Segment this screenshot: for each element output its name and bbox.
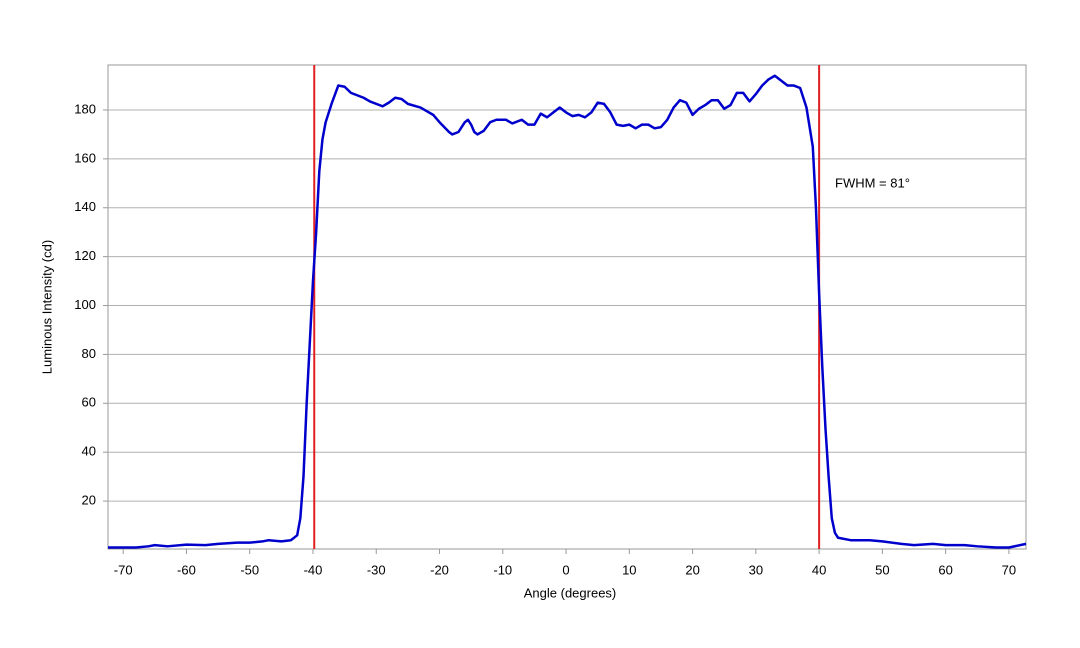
x-tick-label: 20 [685, 562, 699, 577]
x-tick-label: -70 [114, 562, 133, 577]
x-tick-label: -40 [304, 562, 323, 577]
data-line [108, 74, 1027, 549]
y-tick-label: 160 [74, 150, 96, 165]
annotation: FWHM = 81° [835, 175, 910, 190]
x-tick-label: 40 [812, 562, 826, 577]
y-tick-label: 20 [82, 493, 96, 508]
x-axis-title: Angle (degrees) [524, 585, 617, 600]
x-tick-label: 0 [562, 562, 569, 577]
y-tick-label: 60 [82, 395, 96, 410]
x-tick-label: -60 [177, 562, 196, 577]
x-tick-label: -50 [240, 562, 259, 577]
y-tick-label: 120 [74, 248, 96, 263]
x-tick-label: 50 [875, 562, 889, 577]
y-tick-label: 100 [74, 297, 96, 312]
x-tick-label: 60 [938, 562, 952, 577]
x-tick-label: 70 [1002, 562, 1016, 577]
x-tick-label: 30 [749, 562, 763, 577]
y-tick-label: 40 [82, 444, 96, 459]
x-tick-label: -30 [367, 562, 386, 577]
plot-area [107, 64, 1027, 550]
x-tick-label: -20 [430, 562, 449, 577]
x-tick-label: -10 [493, 562, 512, 577]
y-axis-title: Luminous Intensity (cd) [39, 240, 54, 374]
y-tick-label: 80 [82, 346, 96, 361]
y-tick-label: 180 [74, 101, 96, 116]
y-tick-label: 140 [74, 199, 96, 214]
x-tick-label: 10 [622, 562, 636, 577]
